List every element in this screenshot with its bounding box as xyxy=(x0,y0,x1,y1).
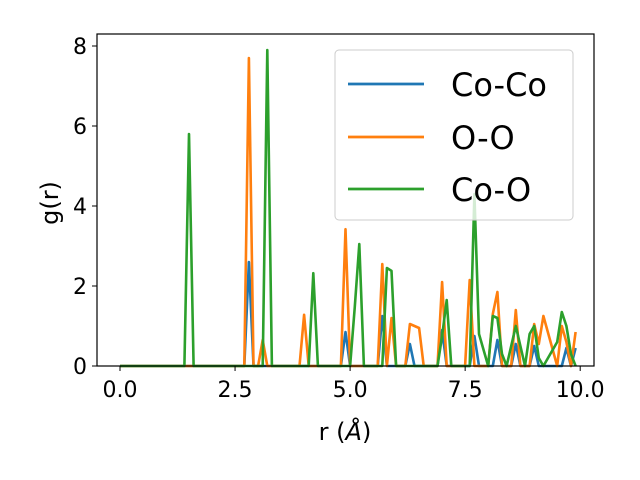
y-tick-label: 4 xyxy=(73,195,87,220)
legend: Co-Co O-O Co-O xyxy=(334,49,574,221)
y-axis: 0 2 4 6 8 xyxy=(73,35,97,380)
y-tick-label: 8 xyxy=(73,35,87,60)
y-axis-label: g(r) xyxy=(36,181,64,225)
legend-label-co-o: Co-O xyxy=(451,171,531,209)
x-tick-label: 5.0 xyxy=(333,378,368,403)
y-tick-label: 6 xyxy=(73,115,87,140)
x-axis-label: r (Å) xyxy=(319,417,372,446)
legend-label-o-o: O-O xyxy=(451,119,515,157)
plot-frame xyxy=(96,33,595,367)
legend-label-co-co: Co-Co xyxy=(451,66,547,104)
x-axis: 0.0 2.5 5.0 7.5 10.0 xyxy=(103,366,605,403)
legend-box xyxy=(334,49,574,221)
x-tick-label: 0.0 xyxy=(103,378,138,403)
y-tick-label: 2 xyxy=(73,275,87,300)
x-tick-label: 10.0 xyxy=(556,378,605,403)
y-tick-label: 0 xyxy=(73,355,87,380)
x-tick-label: 7.5 xyxy=(448,378,483,403)
x-tick-label: 2.5 xyxy=(218,378,253,403)
